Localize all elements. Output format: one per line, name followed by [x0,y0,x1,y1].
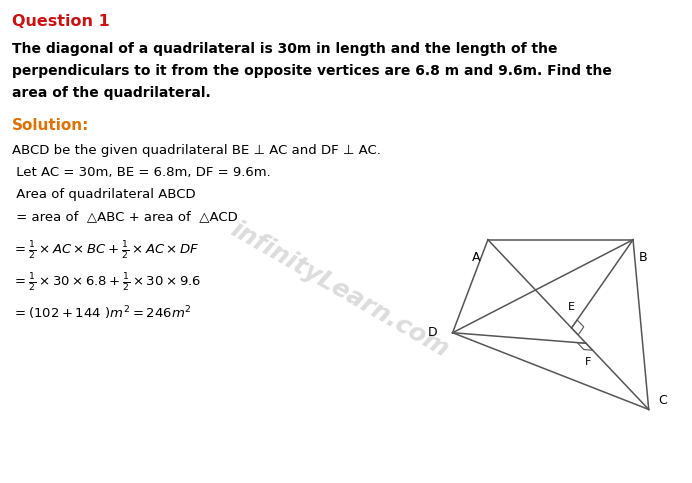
Text: infinityLearn.com: infinityLearn.com [227,218,453,362]
Text: Area of quadrilateral ABCD: Area of quadrilateral ABCD [12,188,196,201]
Text: ABCD be the given quadrilateral BE ⊥ AC and DF ⊥ AC.: ABCD be the given quadrilateral BE ⊥ AC … [12,144,381,157]
Text: area of the quadrilateral.: area of the quadrilateral. [12,86,211,100]
Text: C: C [659,394,667,407]
Text: Let AC = 30m, BE = 6.8m, DF = 9.6m.: Let AC = 30m, BE = 6.8m, DF = 9.6m. [12,166,271,179]
Text: E: E [568,302,575,312]
Text: $= \frac{1}{2}\times AC\times BC + \frac{1}{2}\times AC\times DF$: $= \frac{1}{2}\times AC\times BC + \frac… [12,240,200,262]
Text: = area of  △ABC + area of  △ACD: = area of △ABC + area of △ACD [12,210,238,223]
Text: $= \frac{1}{2}\times30\times6.8 + \frac{1}{2}\times30\times9.6$: $= \frac{1}{2}\times30\times6.8 + \frac{… [12,272,201,294]
Text: B: B [639,251,647,264]
Text: Question 1: Question 1 [12,14,110,29]
Text: F: F [585,357,591,367]
Text: A: A [472,251,480,264]
Text: perpendiculars to it from the opposite vertices are 6.8 m and 9.6m. Find the: perpendiculars to it from the opposite v… [12,64,612,78]
Text: Solution:: Solution: [12,118,89,133]
Text: D: D [427,326,437,339]
Text: $= (102 + 144\ )m^2 = 246m^2$: $= (102 + 144\ )m^2 = 246m^2$ [12,304,192,322]
Text: The diagonal of a quadrilateral is 30m in length and the length of the: The diagonal of a quadrilateral is 30m i… [12,42,558,56]
